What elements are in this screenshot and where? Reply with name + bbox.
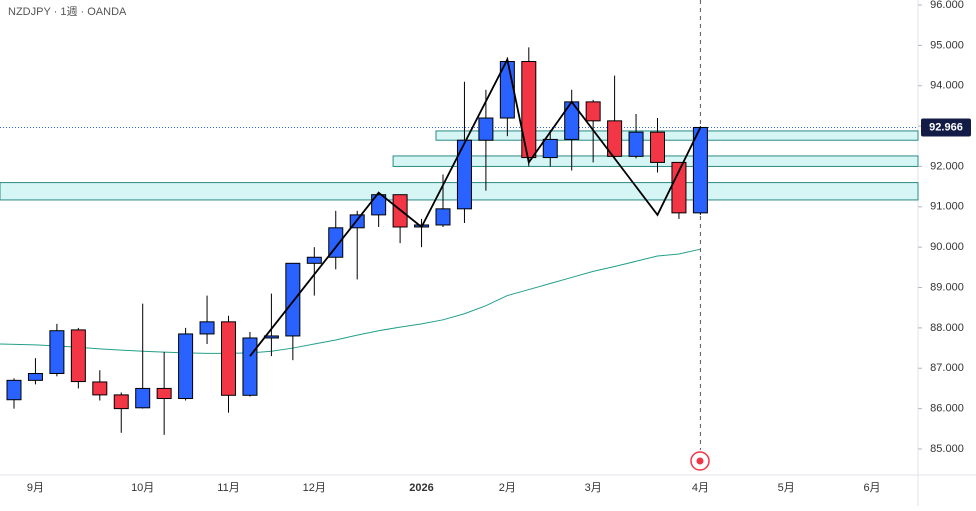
candle-body (328, 227, 344, 258)
candle-body (650, 131, 665, 163)
candle-body (435, 208, 451, 226)
candle-body (199, 321, 215, 335)
candle-body (156, 387, 172, 400)
zone (435, 130, 919, 141)
last-price-label: 92.966 (929, 121, 963, 133)
x-tick-label: 12月 (303, 482, 326, 494)
x-tick-label: 2月 (499, 482, 516, 494)
candle-body (70, 329, 86, 383)
candle-body (49, 330, 65, 374)
candle-body (542, 138, 558, 159)
candle-body (671, 161, 687, 214)
y-tick-label: 86.000 (930, 403, 964, 415)
candle-body (692, 126, 708, 214)
y-tick-label: 88.000 (930, 322, 964, 334)
candle-body (178, 333, 194, 400)
y-tick-label: 91.000 (930, 201, 964, 213)
candle-body (242, 337, 258, 396)
x-tick-label: 6月 (863, 482, 880, 494)
x-tick-label: 10月 (131, 482, 154, 494)
candle-body (135, 387, 151, 409)
moving-average (0, 248, 701, 354)
x-tick-label: 11月 (217, 482, 239, 494)
y-tick-label: 94.000 (930, 80, 964, 92)
candle-body (607, 120, 623, 157)
y-tick-label: 90.000 (930, 241, 964, 253)
candle-body (221, 321, 236, 396)
x-tick-label: 5月 (778, 482, 795, 494)
y-tick-label: 85.000 (930, 443, 964, 455)
candle-body (521, 61, 537, 159)
y-tick-label: 89.000 (930, 281, 964, 293)
candle-body (27, 372, 43, 381)
candle-body (456, 139, 472, 210)
candle-body (285, 262, 301, 337)
x-tick-label: 3月 (585, 482, 602, 494)
zigzag (249, 56, 702, 357)
candle-body (306, 256, 322, 264)
x-tick-label: 4月 (692, 482, 709, 494)
candle-body (371, 194, 387, 216)
event-marker-dot (696, 457, 704, 465)
last-price-box (921, 118, 971, 137)
candle-body (113, 394, 129, 410)
candle-body (585, 101, 601, 122)
chart-title: NZDJPY · 1週 · OANDA (8, 5, 127, 18)
candle-body (92, 381, 108, 396)
y-tick-label: 96.000 (930, 0, 964, 11)
candle-body (628, 131, 644, 157)
x-tick-label: 2026 (409, 482, 433, 494)
y-tick-label: 87.000 (930, 362, 964, 374)
y-tick-label: 95.000 (930, 39, 964, 51)
y-tick-label: 92.000 (930, 160, 964, 172)
plot (0, 0, 919, 450)
candle-body (478, 117, 494, 141)
price-axis (918, 0, 976, 506)
x-tick-label: 9月 (27, 482, 44, 494)
candle-body (6, 379, 22, 401)
